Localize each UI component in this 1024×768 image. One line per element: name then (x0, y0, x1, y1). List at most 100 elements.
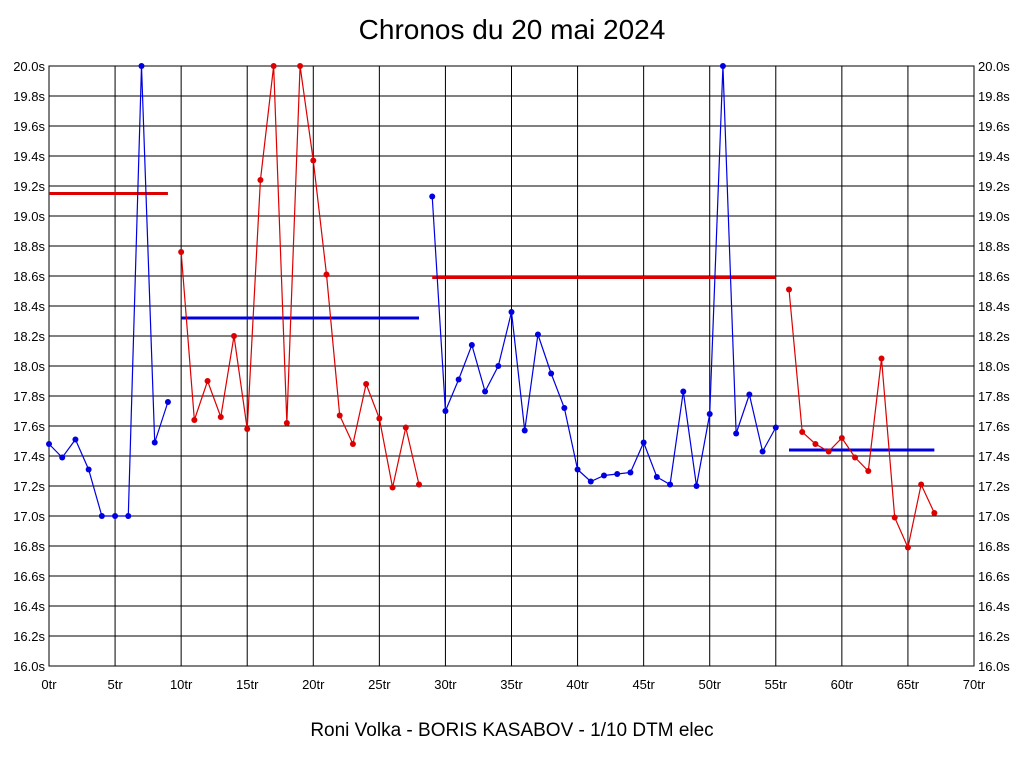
x-tick-label: 15tr (236, 677, 259, 692)
x-tick-label: 0tr (41, 677, 57, 692)
data-point (601, 472, 607, 479)
data-point (653, 474, 660, 480)
data-point (786, 286, 792, 293)
y-tick-label-right: 17.8s (978, 389, 1010, 404)
y-tick-label-left: 16.2s (13, 629, 45, 644)
data-point (918, 481, 925, 488)
data-point (191, 417, 198, 423)
y-tick-label-left: 17.0s (13, 509, 45, 524)
data-point (257, 177, 264, 183)
y-tick-label-right: 16.4s (978, 599, 1010, 614)
y-tick-label-right: 18.0s (978, 359, 1010, 374)
y-tick-label-left: 17.2s (13, 479, 45, 494)
data-point (706, 411, 713, 417)
y-tick-label-right: 17.0s (978, 509, 1010, 524)
y-tick-label-right: 17.6s (978, 419, 1010, 434)
y-tick-label-left: 16.6s (13, 569, 45, 584)
data-point (495, 363, 502, 369)
data-point (85, 466, 92, 473)
data-point (98, 513, 105, 519)
data-point (865, 468, 872, 474)
data-point (746, 391, 753, 398)
data-point (534, 331, 541, 338)
data-point (640, 439, 647, 446)
y-tick-label-right: 18.4s (978, 299, 1010, 314)
y-tick-label-left: 18.8s (13, 239, 45, 254)
y-tick-label-right: 17.4s (978, 449, 1010, 464)
x-tick-label: 5tr (107, 677, 123, 692)
data-point (719, 63, 726, 69)
data-point (561, 405, 568, 411)
data-point (667, 481, 674, 488)
data-point (46, 441, 52, 447)
data-point (244, 426, 251, 432)
x-tick-label: 20tr (302, 677, 325, 692)
data-point (429, 193, 436, 200)
data-point (402, 424, 409, 431)
data-point (310, 157, 317, 164)
data-point (482, 388, 489, 395)
y-tick-label-right: 18.8s (978, 239, 1010, 254)
y-tick-label-right: 16.8s (978, 539, 1010, 554)
data-point (72, 436, 79, 443)
data-point (772, 424, 779, 431)
y-tick-label-left: 16.8s (13, 539, 45, 554)
data-point (442, 408, 449, 414)
y-tick-label-left: 19.8s (13, 89, 45, 104)
y-tick-label-left: 18.0s (13, 359, 45, 374)
x-tick-label: 50tr (699, 677, 722, 692)
y-tick-label-left: 18.4s (13, 299, 45, 314)
data-point (376, 415, 383, 422)
data-point (614, 471, 621, 477)
y-tick-label-left: 17.6s (13, 419, 45, 434)
data-point (455, 376, 462, 383)
data-point (349, 441, 356, 447)
x-tick-label: 40tr (566, 677, 589, 692)
data-point (931, 510, 938, 516)
data-point (812, 441, 819, 447)
data-point (693, 483, 700, 489)
data-point (468, 342, 475, 348)
y-tick-label-right: 19.0s (978, 209, 1010, 224)
data-point (878, 355, 885, 362)
y-tick-label-right: 19.4s (978, 149, 1010, 164)
data-point (416, 481, 422, 488)
data-point (164, 399, 171, 405)
y-tick-label-left: 18.6s (13, 269, 45, 284)
data-point (508, 309, 515, 315)
y-tick-label-left: 16.0s (13, 659, 45, 674)
y-tick-label-right: 20.0s (978, 59, 1010, 74)
data-point (627, 469, 634, 476)
data-point (178, 249, 185, 255)
data-point (151, 439, 158, 446)
data-point (574, 466, 581, 473)
y-tick-label-left: 16.4s (13, 599, 45, 614)
y-tick-label-right: 18.2s (978, 329, 1010, 344)
chart-title: Chronos du 20 mai 2024 (358, 14, 666, 45)
data-point (231, 333, 237, 339)
series-line (48, 65, 169, 517)
y-tick-label-right: 16.2s (978, 629, 1010, 644)
x-tick-label: 65tr (897, 677, 920, 692)
y-tick-label-left: 17.4s (13, 449, 45, 464)
data-point (323, 271, 330, 278)
data-point (904, 544, 911, 551)
y-tick-label-left: 19.6s (13, 119, 45, 134)
x-tick-label: 45tr (632, 677, 655, 692)
data-point (217, 414, 224, 420)
data-point (852, 454, 859, 461)
y-tick-label-right: 19.2s (978, 179, 1010, 194)
data-point (587, 478, 594, 485)
y-tick-label-left: 18.2s (13, 329, 45, 344)
data-point (363, 381, 370, 387)
data-point (680, 388, 687, 395)
y-tick-label-left: 20.0s (13, 59, 45, 74)
data-point (759, 448, 766, 455)
data-point (297, 63, 304, 69)
y-tick-label-right: 18.6s (978, 269, 1010, 284)
data-point (838, 435, 845, 441)
chart-subtitle: Roni Volka - BORIS KASABOV - 1/10 DTM el… (310, 720, 714, 741)
x-tick-label: 30tr (434, 677, 457, 692)
data-point (891, 514, 898, 521)
